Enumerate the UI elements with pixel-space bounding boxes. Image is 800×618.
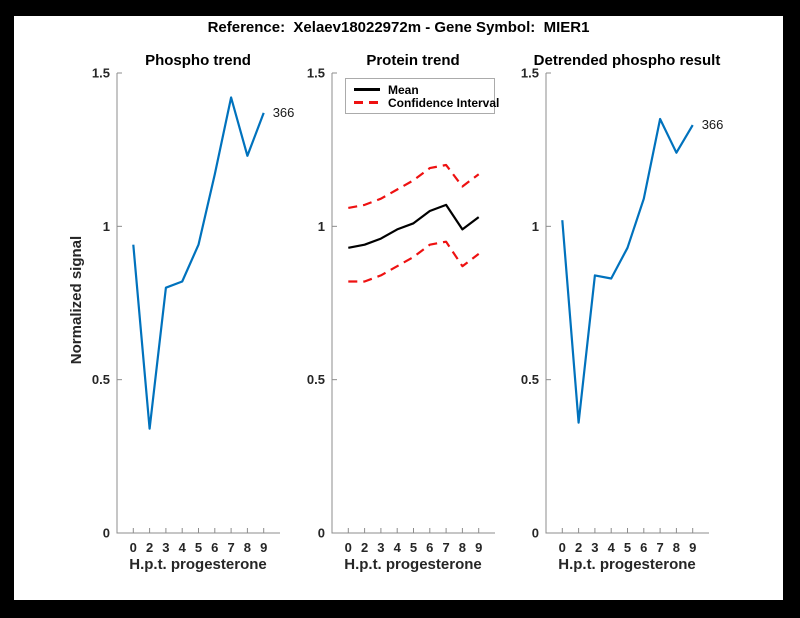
x-tick-label: 0 [559,540,566,555]
ci-line-swatch [354,101,380,104]
phospho-trend-axes [116,73,280,534]
y-tick-label: 0 [103,526,110,541]
x-tick-label: 9 [260,540,267,555]
x-tick-label: 3 [591,540,598,555]
series-end-label: 366 [702,117,724,132]
x-tick-label: 5 [195,540,202,555]
y-tick-label: 1 [532,219,539,234]
x-tick-label: 6 [640,540,647,555]
x-tick-label: 0 [130,540,137,555]
x-tick-label: 3 [162,540,169,555]
figure-canvas: Reference: Xelaev18022972m - Gene Symbol… [14,16,783,600]
mean-line [348,203,480,249]
y-tick-label: 1 [318,219,325,234]
x-tick-label: 4 [394,540,402,555]
ci-lower-line [348,240,480,283]
x-tick-label: 2 [361,540,368,555]
x-tick-label: 6 [211,540,218,555]
x-tick-label: 0 [345,540,352,555]
y-tick-label: 1.5 [92,66,110,81]
subplot-title-protein: Protein trend [366,52,460,69]
x-axis-label-phospho: H.p.t. progesterone [129,556,267,573]
phospho-366-line [132,96,265,430]
x-tick-label: 5 [624,540,631,555]
x-tick-label: 9 [689,540,696,555]
legend-label-ci: Confidence Interval [388,95,500,110]
protein-trend-plot: 00.511.50 2 3 4 5 6 7 8 9 [307,66,495,555]
y-tick-label: 1.5 [521,66,539,81]
x-tick-label: 7 [442,540,449,555]
y-tick-label: 1.5 [307,66,325,81]
protein-trend-axes [331,73,495,534]
x-axis-label-detrended: H.p.t. progesterone [558,556,696,573]
ci-upper-line [348,163,480,209]
x-tick-label: 3 [377,540,384,555]
legend-row-mean: Mean [354,82,494,97]
y-tick-label: 0.5 [92,372,110,387]
y-tick-label: 0 [532,526,539,541]
y-tick-label: 0.5 [307,372,325,387]
x-tick-label: 2 [575,540,582,555]
subplot-title-detrended: Detrended phospho result [533,52,721,69]
x-tick-label: 7 [656,540,663,555]
legend-box: Mean Confidence Interval [345,78,499,114]
x-axis-label-protein: H.p.t. progesterone [344,556,482,573]
x-tick-label: 7 [227,540,234,555]
y-tick-label: 0.5 [521,372,539,387]
mean-line-swatch [354,88,380,91]
x-tick-label: 2 [146,540,153,555]
x-tick-label: 9 [475,540,482,555]
figure-title: Reference: Xelaev18022972m - Gene Symbol… [207,19,590,36]
x-tick-label: 4 [179,540,187,555]
y-tick-label: 1 [103,219,110,234]
x-tick-label: 5 [410,540,417,555]
series-end-label: 366 [273,105,295,120]
detrended-366-line [561,117,694,424]
x-tick-label: 6 [426,540,433,555]
y-tick-label: 0 [318,526,325,541]
x-tick-label: 4 [608,540,616,555]
legend-row-ci: Confidence Interval [354,96,499,110]
x-tick-label: 8 [673,540,680,555]
legend-label-mean: Mean [388,82,419,97]
x-tick-label: 8 [459,540,466,555]
x-tick-label: 8 [244,540,251,555]
detrended-phospho-axes [545,73,709,534]
subplot-title-phospho: Phospho trend [145,52,251,69]
